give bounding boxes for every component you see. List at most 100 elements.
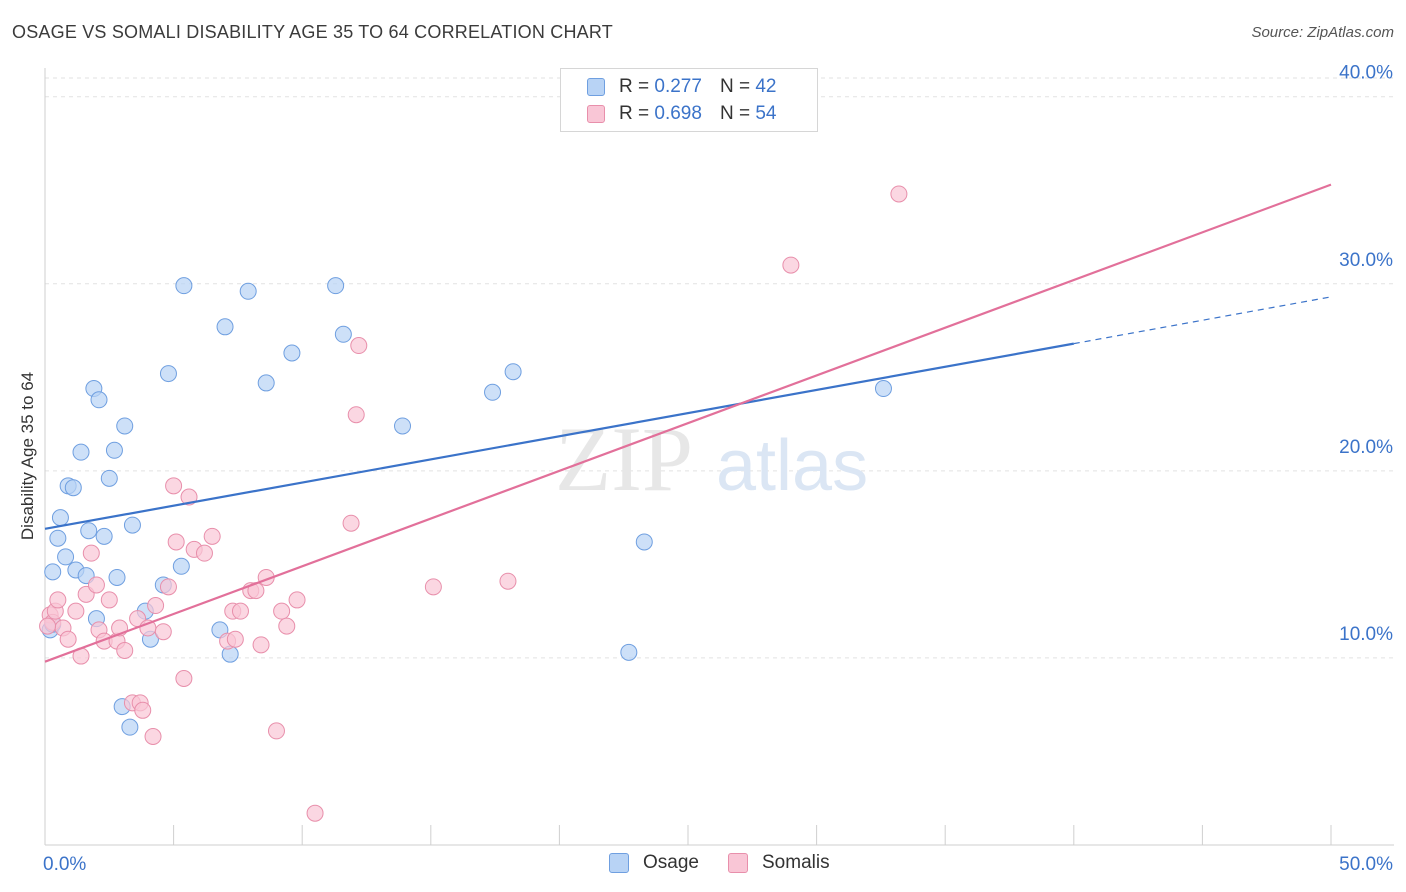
somali-point <box>116 641 134 659</box>
osage-point <box>57 548 75 566</box>
somali-point <box>100 591 118 609</box>
somali-point <box>144 727 162 745</box>
somali-point <box>288 591 306 609</box>
somali-point <box>226 630 244 648</box>
watermark: ZIP atlas <box>555 408 868 510</box>
somali-point <box>180 488 198 506</box>
watermark-zip: ZIP <box>555 408 693 510</box>
somali-point <box>306 804 324 822</box>
somali-point <box>350 337 368 355</box>
legend-n-value-somali: 54 <box>755 103 777 124</box>
legend-r-value-osage: 0.277 <box>654 76 702 97</box>
somali-point <box>147 597 165 615</box>
trend-lines <box>44 183 1332 663</box>
tick-labels: 10.0% 20.0% 30.0% 40.0% 0.0% 50.0% <box>43 63 1393 875</box>
osage-point <box>95 527 113 545</box>
osage-trend-extension <box>1073 296 1332 345</box>
somali-point <box>424 578 442 596</box>
somali-point <box>82 544 100 562</box>
somali-point <box>782 256 800 274</box>
osage-point <box>90 391 108 409</box>
osage-point <box>327 277 345 295</box>
legend-swatch-somali <box>587 105 605 123</box>
somali-point <box>890 185 908 203</box>
legend-label-somalis: Somalis <box>762 852 830 873</box>
legend-swatch-osage <box>609 853 629 873</box>
osage-point <box>620 643 638 661</box>
osage-point <box>504 363 522 381</box>
legend-r-label: R = <box>619 76 650 97</box>
legend-swatch-somalis <box>728 853 748 873</box>
osage-point <box>257 374 275 392</box>
somali-point <box>67 602 85 620</box>
somali-point <box>499 572 517 590</box>
osage-point <box>80 522 98 540</box>
somali-point <box>154 623 172 641</box>
osage-point <box>216 318 234 336</box>
y-tick-label: 10.0% <box>1339 624 1393 645</box>
x-tick-label: 0.0% <box>43 854 86 875</box>
somali-point <box>347 406 365 424</box>
legend-item-somalis[interactable]: Somalis <box>728 852 830 874</box>
data-points <box>39 185 908 822</box>
somali-point <box>273 602 291 620</box>
somali-point <box>159 578 177 596</box>
grid-lines <box>45 77 1394 659</box>
somali-point <box>165 477 183 495</box>
somali-point <box>231 602 249 620</box>
somali-trend-line <box>44 183 1332 663</box>
series-legend: Osage Somalis <box>0 852 1406 878</box>
osage-trend-line <box>44 342 1074 530</box>
axes <box>44 68 1394 846</box>
osage-point <box>49 529 67 547</box>
x-tick-label: 50.0% <box>1339 854 1393 875</box>
somali-point <box>267 722 285 740</box>
osage-point <box>635 533 653 551</box>
source-label: Source: ZipAtlas.com <box>1251 24 1394 41</box>
legend-item-osage[interactable]: Osage <box>609 852 699 874</box>
somali-point <box>252 636 270 654</box>
somali-point <box>87 576 105 594</box>
y-tick-label: 30.0% <box>1339 250 1393 271</box>
y-tick-label: 20.0% <box>1339 437 1393 458</box>
legend-n-value-osage: 42 <box>755 76 777 97</box>
legend-r-label: R = <box>619 103 650 124</box>
osage-point <box>100 469 118 487</box>
chart-title: OSAGE VS SOMALI DISABILITY AGE 35 TO 64 … <box>12 22 613 42</box>
somali-point <box>195 544 213 562</box>
osage-point <box>105 441 123 459</box>
somali-point <box>39 617 57 635</box>
osage-point <box>874 380 892 398</box>
osage-point <box>175 277 193 295</box>
osage-point <box>108 568 126 586</box>
somali-point <box>278 617 296 635</box>
somali-point <box>134 701 152 719</box>
legend-row-somali: R = 0.698 N = 54 <box>587 101 776 127</box>
osage-point <box>51 509 69 527</box>
osage-point <box>64 479 82 497</box>
legend-n-label: N = <box>719 76 751 97</box>
y-tick-label: 40.0% <box>1339 63 1393 84</box>
legend-swatch-osage <box>587 78 605 96</box>
osage-point <box>72 443 90 461</box>
osage-point <box>283 344 301 362</box>
legend-r-value-somali: 0.698 <box>654 103 702 124</box>
somali-point <box>175 670 193 688</box>
watermark-atlas: atlas <box>716 426 868 506</box>
osage-point <box>44 563 62 581</box>
somali-point <box>167 533 185 551</box>
somali-point <box>342 514 360 532</box>
osage-point <box>116 417 134 435</box>
legend-n-label: N = <box>719 103 751 124</box>
legend-row-osage: R = 0.277 N = 42 <box>587 74 776 100</box>
osage-point <box>159 365 177 383</box>
osage-point <box>239 282 257 300</box>
correlation-legend: R = 0.277 N = 42 R = 0.698 N = 54 <box>560 68 818 132</box>
somali-point <box>203 527 221 545</box>
somali-point <box>49 591 67 609</box>
legend-label-osage: Osage <box>643 852 699 873</box>
osage-point <box>334 325 352 343</box>
osage-point <box>121 718 139 736</box>
osage-point <box>123 516 141 534</box>
